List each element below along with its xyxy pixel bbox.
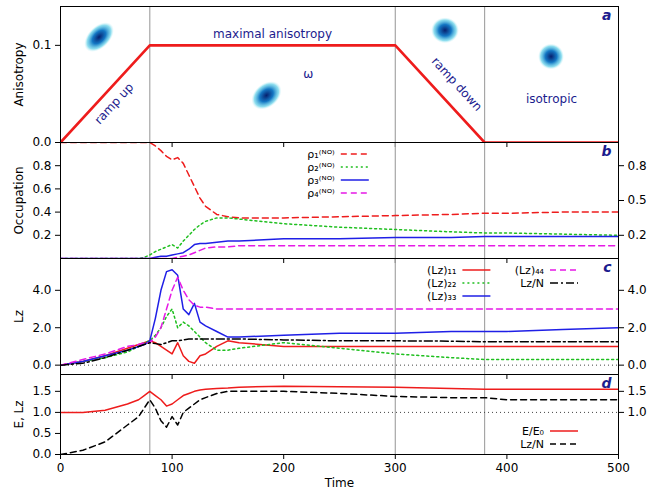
svg-text:Lz: Lz bbox=[12, 310, 26, 323]
svg-text:0.2: 0.2 bbox=[628, 228, 647, 242]
svg-text:isotropic: isotropic bbox=[526, 92, 577, 106]
svg-text:500: 500 bbox=[607, 461, 630, 475]
svg-text:0.1: 0.1 bbox=[32, 38, 51, 52]
svg-text:0.2: 0.2 bbox=[32, 228, 51, 242]
svg-text:Lz/N: Lz/N bbox=[520, 438, 544, 451]
svg-text:ρ₂⁽ᴺᴼ⁾: ρ₂⁽ᴺᴼ⁾ bbox=[307, 161, 335, 174]
svg-text:Lz/N: Lz/N bbox=[520, 277, 544, 290]
svg-text:(Lz)₃₃: (Lz)₃₃ bbox=[427, 290, 456, 303]
svg-text:0.0: 0.0 bbox=[32, 447, 51, 461]
svg-text:4.0: 4.0 bbox=[32, 283, 51, 297]
svg-text:0.0: 0.0 bbox=[32, 135, 51, 149]
svg-text:a: a bbox=[602, 7, 611, 23]
svg-text:(Lz)₁₁: (Lz)₁₁ bbox=[427, 264, 456, 277]
svg-text:ramp up: ramp up bbox=[92, 80, 137, 127]
svg-text:c: c bbox=[603, 259, 612, 275]
svg-text:0.8: 0.8 bbox=[32, 159, 51, 173]
svg-text:0: 0 bbox=[57, 461, 65, 475]
svg-text:b: b bbox=[601, 143, 611, 159]
svg-text:0.5: 0.5 bbox=[628, 193, 647, 207]
svg-text:300: 300 bbox=[384, 461, 407, 475]
svg-text:E/E₀: E/E₀ bbox=[522, 425, 545, 438]
svg-text:1.0: 1.0 bbox=[628, 405, 647, 419]
svg-text:1.5: 1.5 bbox=[32, 384, 51, 398]
svg-text:Anisotropy: Anisotropy bbox=[12, 42, 26, 106]
svg-text:ω: ω bbox=[303, 67, 313, 81]
svg-text:d: d bbox=[601, 375, 612, 391]
svg-text:1.0: 1.0 bbox=[32, 405, 51, 419]
svg-text:200: 200 bbox=[272, 461, 295, 475]
svg-text:2.0: 2.0 bbox=[32, 321, 51, 335]
svg-text:ρ₃⁽ᴺᴼ⁾: ρ₃⁽ᴺᴼ⁾ bbox=[307, 174, 335, 187]
svg-text:0.4: 0.4 bbox=[32, 205, 51, 219]
svg-text:Time: Time bbox=[324, 476, 354, 490]
svg-text:Occupation: Occupation bbox=[12, 166, 26, 234]
svg-text:0.6: 0.6 bbox=[32, 182, 51, 196]
svg-text:4.0: 4.0 bbox=[628, 283, 647, 297]
svg-text:1.5: 1.5 bbox=[628, 384, 647, 398]
svg-text:ρ₁⁽ᴺᴼ⁾: ρ₁⁽ᴺᴼ⁾ bbox=[307, 148, 335, 161]
svg-text:2.0: 2.0 bbox=[628, 321, 647, 335]
svg-text:0.0: 0.0 bbox=[628, 358, 647, 372]
svg-text:ρ₄⁽ᴺᴼ⁾: ρ₄⁽ᴺᴼ⁾ bbox=[307, 187, 335, 200]
svg-text:0.0: 0.0 bbox=[32, 358, 51, 372]
svg-text:100: 100 bbox=[161, 461, 184, 475]
svg-text:0.5: 0.5 bbox=[32, 426, 51, 440]
svg-text:E, Lz: E, Lz bbox=[12, 400, 26, 428]
svg-text:(Lz)₄₄: (Lz)₄₄ bbox=[515, 264, 545, 277]
svg-text:(Lz)₂₂: (Lz)₂₂ bbox=[427, 277, 456, 290]
svg-text:400: 400 bbox=[495, 461, 518, 475]
svg-text:maximal anisotropy: maximal anisotropy bbox=[213, 27, 332, 41]
svg-text:ramp down: ramp down bbox=[429, 54, 485, 113]
svg-text:0.8: 0.8 bbox=[628, 159, 647, 173]
